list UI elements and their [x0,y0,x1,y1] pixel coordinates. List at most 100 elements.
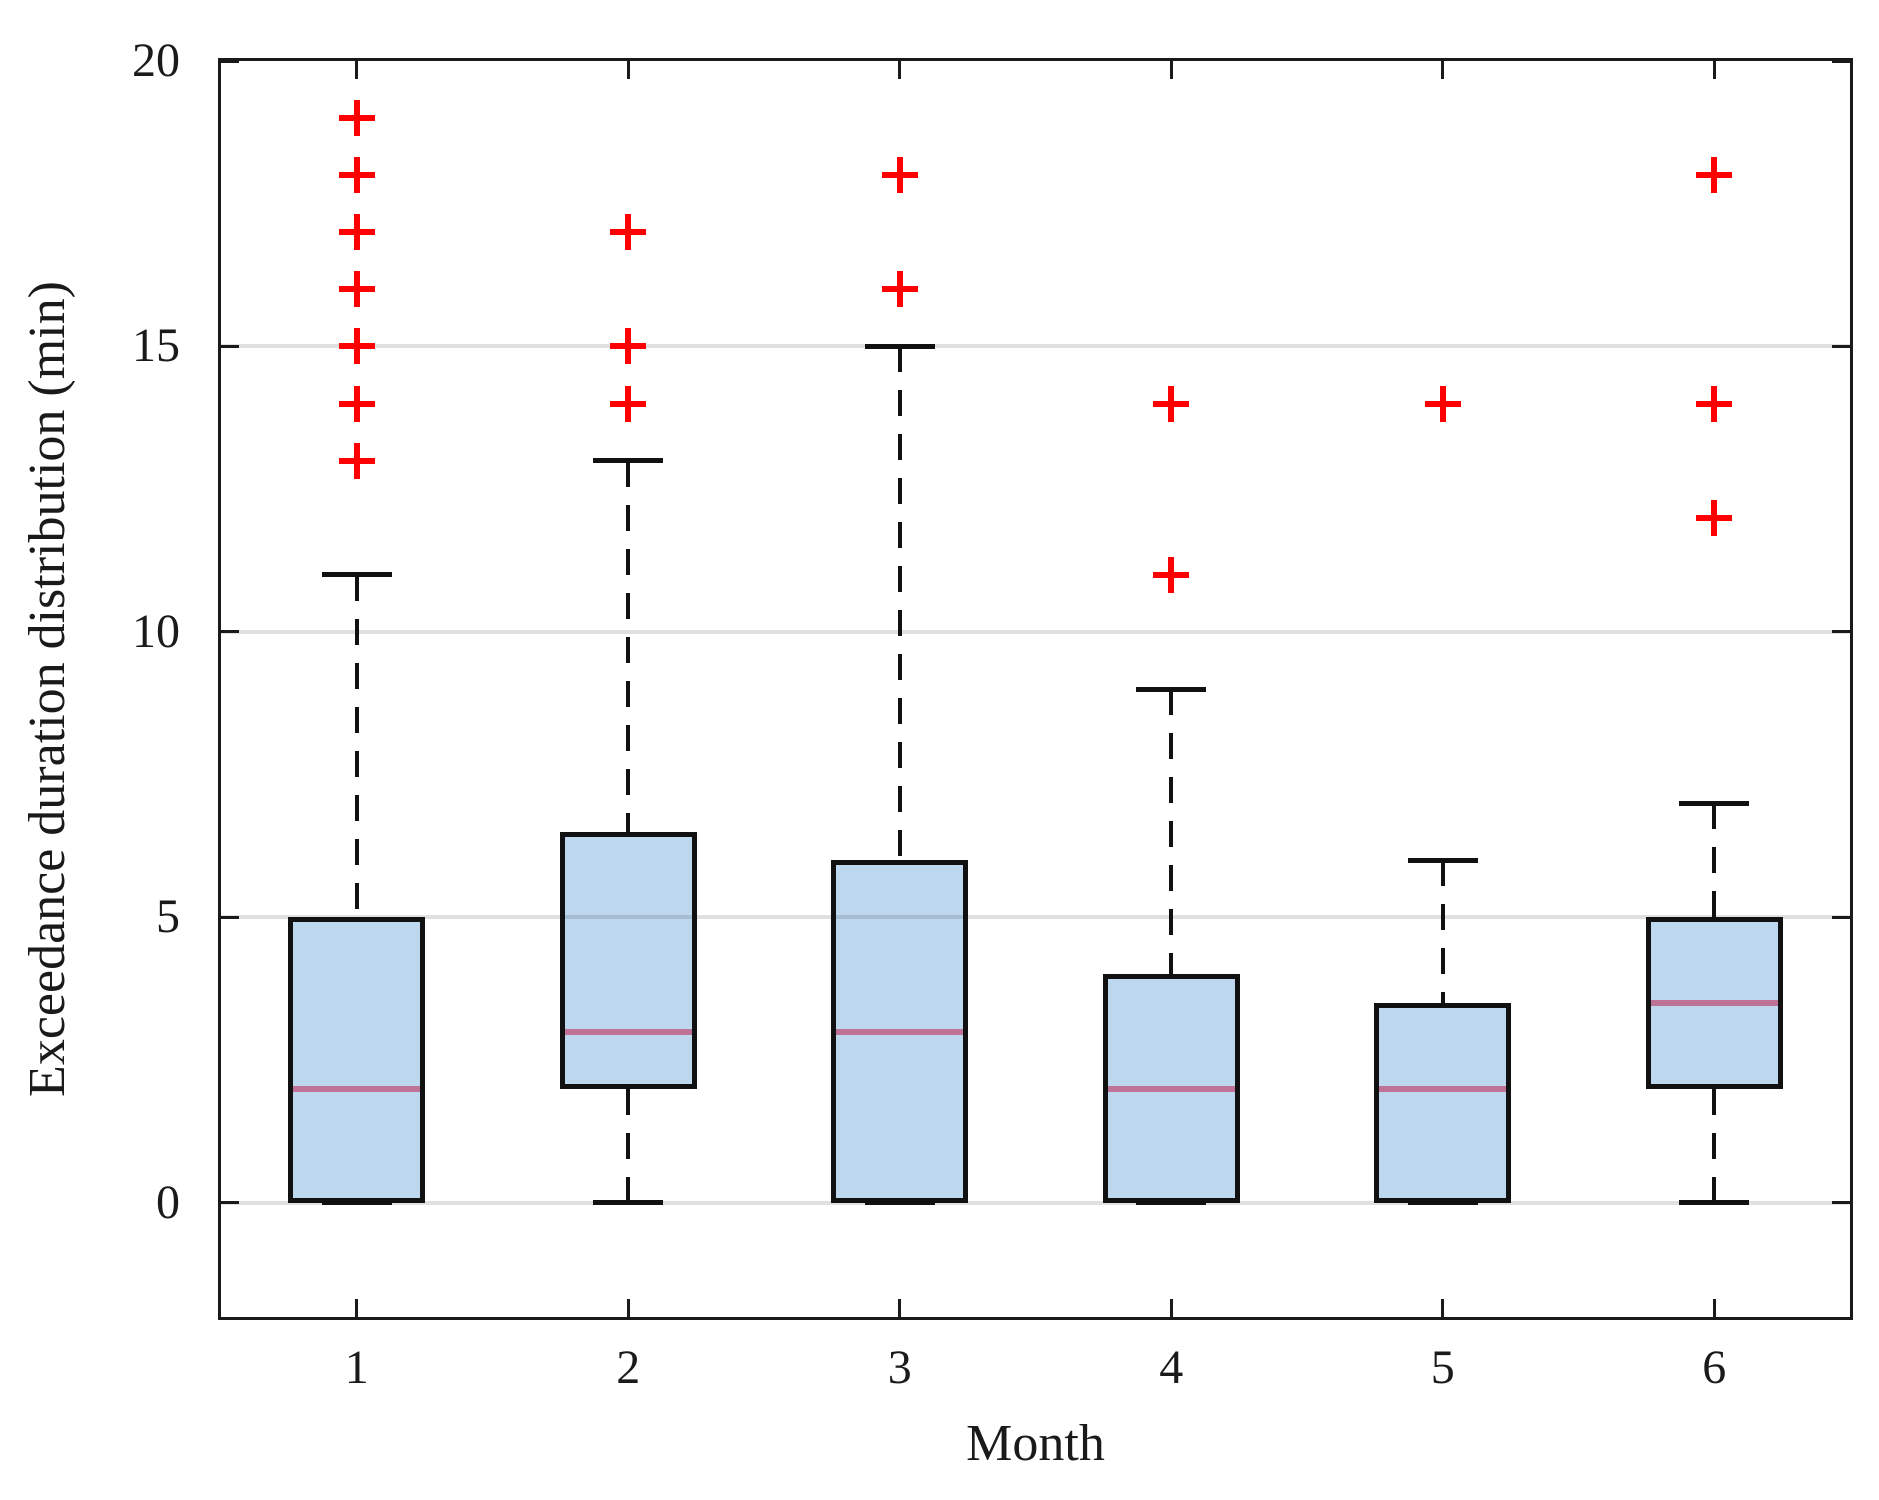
upper-whisker [626,460,631,832]
plus-icon-v [1168,385,1175,422]
x-tick-bottom [355,1299,359,1317]
plus-icon-v [1439,385,1446,422]
y-tick-label: 5 [156,890,180,944]
x-tick-label: 3 [887,1341,912,1394]
plus-icon-v [353,328,360,365]
outlier-marker [881,157,918,194]
median-line [1107,1085,1235,1092]
y-tick-left [221,59,239,63]
y-tick-right [1832,59,1850,63]
median-line [293,1085,421,1092]
upper-whisker-cap [1136,686,1207,692]
plus-icon-v [625,214,632,251]
y-tick-right [1832,1201,1850,1205]
plus-icon-v [1711,499,1718,536]
x-tick-bottom [626,1299,630,1317]
box-border [288,917,426,1203]
outlier-marker [1153,385,1190,422]
y-tick-label: 20 [132,34,180,87]
plus-icon-v [1711,157,1718,194]
plus-icon-v [353,442,360,479]
plus-icon-v [353,100,360,137]
x-tick-top [1169,61,1173,79]
x-axis-title: Month [966,1415,1105,1472]
y-tick-left [221,915,239,919]
x-tick-top [1712,61,1716,79]
box-border [559,831,697,1089]
box-border [1102,974,1240,1203]
y-tick-label: 10 [132,604,180,658]
box-fill [288,917,426,1203]
x-tick-top [626,61,630,79]
median-line [1379,1085,1507,1092]
upper-whisker [1169,689,1174,975]
box-border [831,860,969,1203]
y-tick-left [221,630,239,634]
x-tick-top [1441,61,1445,79]
y-tick-right [1832,630,1850,634]
outlier-marker [610,328,647,365]
x-tick-bottom [1441,1299,1445,1317]
plot-area [218,58,1853,1320]
lower-whisker-cap [864,1200,935,1206]
upper-whisker [1440,860,1445,1003]
plus-icon-v [353,214,360,251]
plus-icon-v [1168,556,1175,593]
outlier-marker [338,214,375,251]
upper-whisker [897,346,902,861]
plus-icon-v [896,271,903,308]
outlier-marker [1424,385,1461,422]
x-tick-label: 2 [616,1341,641,1394]
plus-icon-v [896,157,903,194]
plus-icon-v [353,271,360,308]
y-tick-left [221,1201,239,1205]
y-tick-left [221,344,239,348]
x-tick-top [355,61,359,79]
box-border [1374,1003,1512,1203]
lower-whisker-cap [1136,1200,1207,1206]
lower-whisker-cap [1407,1200,1478,1206]
median-line [1650,1000,1778,1006]
x-tick-bottom [898,1299,902,1317]
outlier-marker [1696,385,1733,422]
lower-whisker-cap [593,1200,664,1206]
plus-icon-v [1711,385,1718,422]
lower-whisker-cap [1679,1200,1750,1206]
lower-whisker [1712,1088,1717,1203]
plus-icon-v [353,385,360,422]
plus-icon-v [625,328,632,365]
y-gridline [221,1200,1850,1205]
x-tick-label: 1 [344,1341,369,1394]
x-tick-bottom [1169,1299,1173,1317]
y-gridline [221,629,1850,634]
x-tick-top [898,61,902,79]
lower-whisker [626,1088,631,1203]
y-tick-label: 0 [156,1175,180,1229]
outlier-marker [338,100,375,137]
x-tick-label: 4 [1159,1341,1184,1394]
outlier-marker [1696,499,1733,536]
upper-whisker-cap [864,343,935,349]
upper-whisker-cap [1679,800,1750,806]
outlier-marker [610,385,647,422]
upper-whisker-cap [321,572,392,578]
median-line [564,1028,692,1035]
y-tick-right [1832,915,1850,919]
outlier-marker [338,442,375,479]
lower-whisker-cap [321,1200,392,1206]
outlier-marker [338,385,375,422]
x-tick-label: 5 [1430,1341,1455,1394]
box-fill [1374,1003,1512,1203]
median-line [836,1028,964,1035]
outlier-marker [1696,157,1733,194]
y-gridline [221,344,1850,349]
box-border [1645,917,1783,1089]
outlier-marker [881,271,918,308]
x-tick-label: 6 [1702,1341,1727,1394]
y-tick-label: 15 [132,319,180,373]
outlier-marker [338,328,375,365]
upper-whisker-cap [1407,857,1478,863]
upper-whisker [354,574,359,918]
outlier-marker [338,157,375,194]
